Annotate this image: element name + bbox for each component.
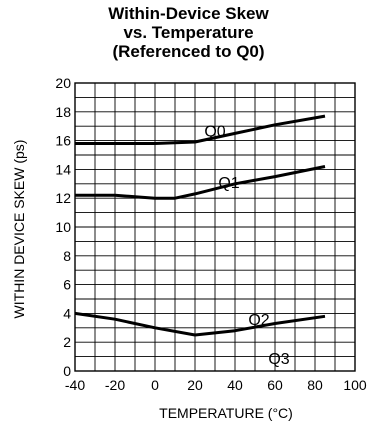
series-line-q0 (75, 114, 326, 145)
series-label-q1: Q1 (218, 175, 239, 192)
series-label-q0: Q0 (204, 123, 225, 140)
y-tick-label: 12 (55, 190, 71, 206)
y-tick-label: 18 (55, 104, 71, 120)
y-tick-label: 8 (63, 248, 71, 264)
series-lines (74, 114, 326, 337)
y-axis-label: WITHIN DEVICE SKEW (ps) (11, 140, 27, 319)
axes (74, 82, 356, 372)
y-tick-label: 6 (63, 277, 71, 293)
x-tick-label: -20 (105, 377, 125, 393)
labels: -40 -20 0 20 40 60 80 100 0 2 4 6 8 10 12 14 16 18 20 Q0 Q1 Q… (55, 75, 366, 393)
x-tick-label: 0 (151, 377, 159, 393)
chart-title: Within-Device Skew vs. Temperature (Refe… (0, 4, 377, 61)
y-tick-label: 20 (55, 75, 71, 91)
y-tick-label: 2 (63, 334, 71, 350)
y-tick-label: 14 (55, 161, 71, 177)
x-axis-label: TEMPERATURE (°C) (159, 405, 293, 421)
plot-frame (74, 82, 356, 372)
chart-title-line-1: Within-Device Skew (108, 4, 269, 23)
x-tick-label: 80 (307, 377, 323, 393)
x-tick-label: 100 (343, 377, 367, 393)
x-tick-label: 40 (227, 377, 243, 393)
chart-title-line-2: vs. Temperature (123, 23, 254, 42)
y-tick-label: 0 (63, 363, 71, 379)
x-tick-label: 60 (267, 377, 283, 393)
series-label-q2: Q2 (248, 312, 269, 329)
y-tick-label: 4 (63, 305, 71, 321)
series-label-q3: Q3 (268, 351, 289, 368)
x-tick-label: 20 (187, 377, 203, 393)
y-tick-label: 10 (55, 219, 71, 235)
y-tick-label: 16 (55, 133, 71, 149)
series-line-q1 (75, 165, 326, 200)
x-tick-label: -40 (65, 377, 85, 393)
chart-title-line-3: (Referenced to Q0) (112, 42, 265, 61)
series-line-q2 (74, 311, 326, 337)
